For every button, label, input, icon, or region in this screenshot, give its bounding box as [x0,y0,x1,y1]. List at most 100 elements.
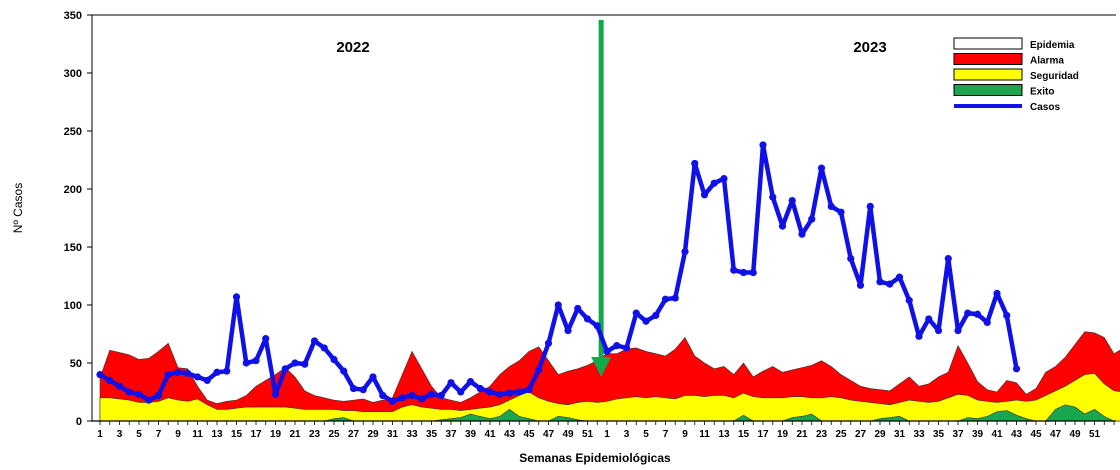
cases-point [905,296,913,304]
cases-point [135,390,143,398]
cases-point [320,344,328,352]
cases-point [681,248,689,256]
cases-point [593,322,601,330]
cases-point [271,390,280,398]
cases-point [895,273,904,281]
cases-point [847,255,855,263]
cases-point [954,326,962,335]
x-tick-label: 39 [972,429,984,440]
x-tick-label: 45 [1030,429,1042,440]
x-axis-title: Semanas Epidemiológicas [519,451,671,465]
y-tick-label: 150 [64,242,82,254]
cases-point [125,388,133,396]
cases-point [778,222,787,230]
cases-point [466,377,475,386]
cases-point [564,326,572,335]
cases-point [788,197,796,205]
cases-point [115,382,124,390]
cases-point [291,359,299,367]
x-tick-label: 45 [523,429,535,440]
cases-point [281,365,289,373]
x-tick-label: 7 [663,429,669,440]
x-tick-label: 17 [757,429,769,440]
y-tick-label: 0 [76,416,82,428]
y-tick-label: 250 [64,126,82,138]
cases-point [856,281,865,289]
x-tick-label: 31 [894,429,906,440]
legend-label-epidemia: Epidemia [1030,40,1075,51]
cases-point [96,371,104,379]
x-tick-label: 35 [933,429,945,440]
cases-point [973,310,982,318]
cases-point [886,280,894,288]
x-tick-label: 7 [156,429,162,440]
cases-point [769,193,777,201]
x-tick-label: 13 [211,429,223,440]
x-tick-label: 43 [504,429,516,440]
cases-point [145,396,153,404]
cases-point [476,384,484,393]
cases-point [622,344,631,352]
y-tick-label: 350 [64,10,82,22]
cases-point [652,311,660,320]
area-seguridad [99,373,1120,422]
cases-point [174,368,182,376]
cases-point [515,388,523,396]
x-tick-label: 5 [136,429,142,440]
cases-point [944,255,952,263]
cases-point [535,366,543,374]
cases-point [574,304,582,313]
x-tick-label: 29 [874,429,886,440]
cases-point [359,386,367,394]
cases-point [700,191,709,199]
cases-point [408,391,416,400]
x-tick-label: 31 [387,429,399,440]
cases-point [340,367,348,375]
cases-point [827,202,835,210]
cases-point [369,373,377,381]
y-axis: 0 50 100 150 200 250 300 350 [64,10,92,428]
x-tick-label: 39 [465,429,477,440]
cases-point [1012,365,1021,373]
x-tick-label: 49 [562,429,574,440]
cases-point [730,266,738,274]
x-tick-label: 21 [796,429,808,440]
cases-point [242,359,250,367]
cases-point [925,315,933,323]
x-axis: 1 3 5 7 9 11 13 15 17 19 21 23 25 27 29 31 33 35 37 39 41 43 4… [92,420,1116,440]
year-label-2022: 2022 [336,39,369,56]
cases-point [262,335,270,343]
cases-point [330,355,338,364]
y-tick-label: 300 [64,68,82,80]
x-tick-label: 23 [816,429,828,440]
cases-point [691,159,699,168]
cases-point [301,360,309,368]
x-tick-label: 47 [543,429,555,440]
cases-point [671,294,679,302]
cases-point [642,317,650,325]
x-tick-label: 5 [643,429,649,440]
cases-point [964,309,972,317]
cases-point [457,388,465,396]
x-tick-label: 27 [855,429,867,440]
cases-point [349,384,358,393]
cases-point [388,397,397,405]
cases-point [798,230,806,238]
x-tick-label: 27 [348,429,360,440]
x-tick-label: 21 [289,429,301,440]
x-tick-label: 9 [682,429,688,440]
cases-point [232,293,241,301]
legend-swatch-alarma [953,53,1023,65]
cases-point [223,367,231,375]
x-tick-label: 25 [328,429,340,440]
x-tick-label: 23 [309,429,321,440]
x-tick-label: 19 [777,429,789,440]
cases-point [603,347,611,355]
x-tick-label: 1 [97,429,103,440]
cases-point [505,389,514,397]
plot-area [91,14,1116,421]
x-tick-label: 9 [175,429,181,440]
x-tick-label: 17 [250,429,262,440]
y-axis-title: Nº Casos [11,183,25,233]
